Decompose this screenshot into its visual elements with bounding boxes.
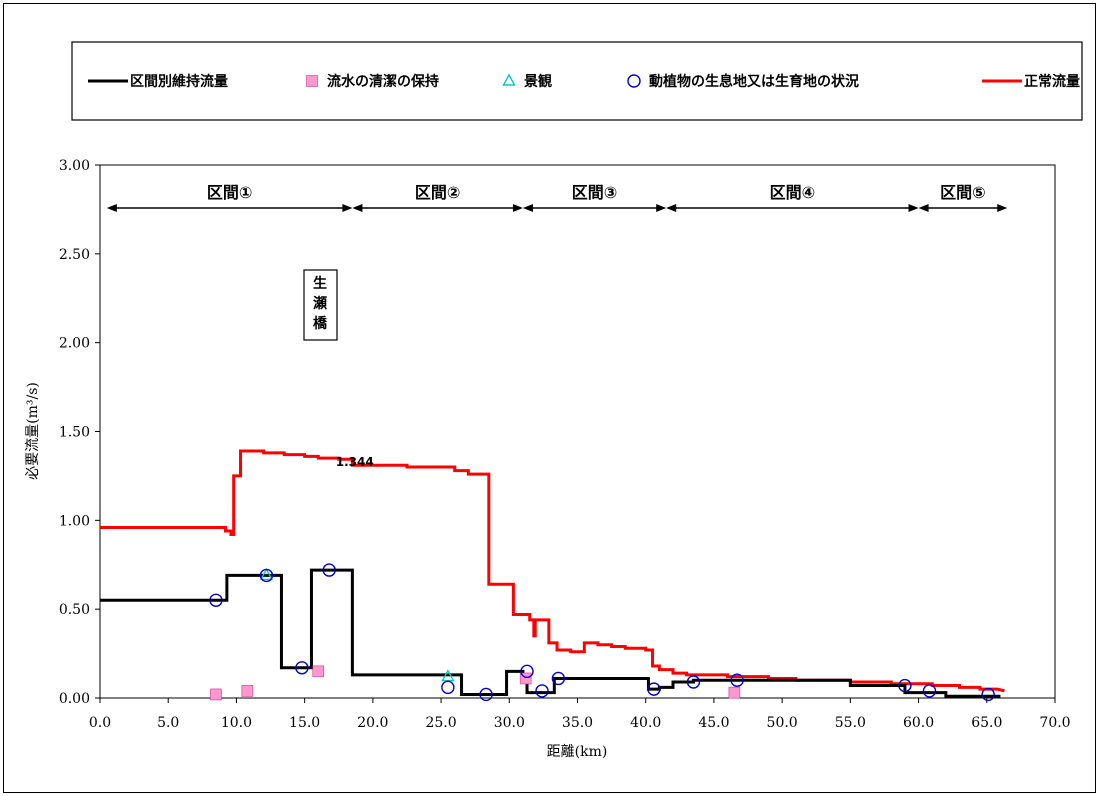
habitat-point [551, 671, 566, 686]
x-tick-label: 70.0 [1039, 715, 1070, 731]
legend-label: 正常流量 [1024, 73, 1080, 90]
maintenance-flow-line [100, 568, 1001, 698]
y-tick-label: 0.00 [59, 691, 90, 707]
x-tick-label: 10.0 [221, 715, 252, 731]
value-annotation: 1.344 [336, 455, 374, 469]
legend-box [71, 41, 1083, 121]
x-tick-label: 65.0 [971, 715, 1002, 731]
habitat-point [479, 687, 493, 702]
y-tick-label: 3.00 [59, 158, 90, 174]
habitat-point [898, 678, 912, 693]
landscape-point [259, 567, 274, 581]
x-tick-label: 20.0 [357, 715, 388, 731]
section-arrowhead-left [918, 204, 929, 212]
bridge-label-char: 橋 [313, 315, 328, 332]
section-arrowhead-left [106, 204, 117, 212]
section-arrowhead-left [666, 204, 677, 212]
habitat-point [730, 673, 744, 687]
x-tick-label: 60.0 [903, 715, 934, 731]
habitat-point [981, 687, 995, 702]
y-axis-ticks: 0.00 0.50 1.00 1.50 2.00 2.50 3.00 [59, 158, 100, 707]
habitat-point [686, 675, 701, 689]
section-arrows: 区間① 区間② 区間③ 区間④ 区間⑤ [106, 183, 1008, 212]
section-arrowhead-right [997, 204, 1008, 212]
x-tick-label: 45.0 [698, 715, 729, 731]
water-quality-point [210, 688, 222, 701]
legend-swatch-square [306, 75, 318, 87]
habitat-point [520, 664, 534, 679]
water-quality-point [241, 685, 254, 697]
legend-label: 景観 [524, 73, 552, 90]
water-quality-point [728, 686, 741, 699]
section-arrowhead-left [522, 204, 533, 212]
section-arrowhead-right [342, 204, 353, 212]
y-tick-label: 2.50 [59, 247, 90, 263]
habitat-point [322, 563, 336, 577]
section-label: 区間① [207, 183, 253, 202]
section-arrowhead-left [352, 204, 363, 212]
x-tick-label: 30.0 [494, 715, 525, 731]
y-tick-label: 1.50 [59, 425, 90, 441]
habitat-point [535, 684, 549, 698]
bridge-label-char: 生 [313, 275, 327, 292]
x-tick-label: 50.0 [767, 715, 798, 731]
legend-label: 動植物の生息地又は生育地の状況 [649, 73, 859, 90]
habitat-point [647, 682, 661, 696]
x-tick-label: 0.0 [89, 715, 111, 731]
y-tick-label: 0.50 [59, 602, 90, 618]
x-axis-ticks: 0.0 5.0 10.0 15.0 20.0 25.0 30.0 35.0 40.0 45.0 50… [89, 698, 1071, 731]
section-label: 区間⑤ [940, 183, 986, 202]
section-label: 区間④ [770, 183, 816, 202]
section-label: 区間② [415, 183, 461, 202]
marker-layer [209, 563, 995, 702]
bridge-label-char: 瀬 [313, 295, 327, 312]
y-axis-title: 必要流量(m³/s) [25, 382, 41, 480]
section-arrowhead-right [512, 204, 523, 212]
habitat-point [259, 568, 274, 583]
legend-label: 流水の清潔の保持 [327, 73, 439, 90]
x-tick-label: 15.0 [289, 715, 320, 731]
x-tick-label: 55.0 [835, 715, 866, 731]
series-layer [100, 449, 1005, 698]
water-quality-point [519, 672, 532, 685]
x-tick-label: 25.0 [425, 715, 456, 731]
habitat-point [441, 680, 455, 695]
plot-area [99, 164, 1056, 699]
y-tick-label: 1.00 [59, 513, 90, 529]
y-tick-label: 2.00 [59, 336, 90, 352]
habitat-point [295, 661, 309, 675]
bridge-annotation: 生瀬橋 [303, 269, 338, 341]
bridge-label: 生瀬橋 [313, 275, 328, 332]
x-axis-title: 距離(km) [547, 743, 608, 760]
water-quality-point [312, 665, 325, 678]
chart-frame [3, 3, 1096, 793]
bridge-label-box [303, 269, 338, 341]
habitat-point [209, 593, 223, 607]
legend-swatch-triangle [502, 73, 516, 86]
normal-flow-line [100, 449, 1005, 693]
legend-label: 区間別維持流量 [130, 73, 228, 90]
section-arrowhead-right [656, 204, 667, 212]
legend-swatch-circle [627, 74, 641, 88]
x-tick-label: 5.0 [157, 715, 179, 731]
legend: 区間別維持流量 流水の清潔の保持 景観 動植物の生息地又は生育地の状況 正常流量 [88, 73, 1080, 90]
x-tick-label: 40.0 [630, 715, 661, 731]
x-tick-label: 35.0 [562, 715, 593, 731]
habitat-point [922, 684, 937, 698]
section-arrowhead-right [908, 204, 919, 212]
section-label: 区間③ [572, 183, 618, 202]
